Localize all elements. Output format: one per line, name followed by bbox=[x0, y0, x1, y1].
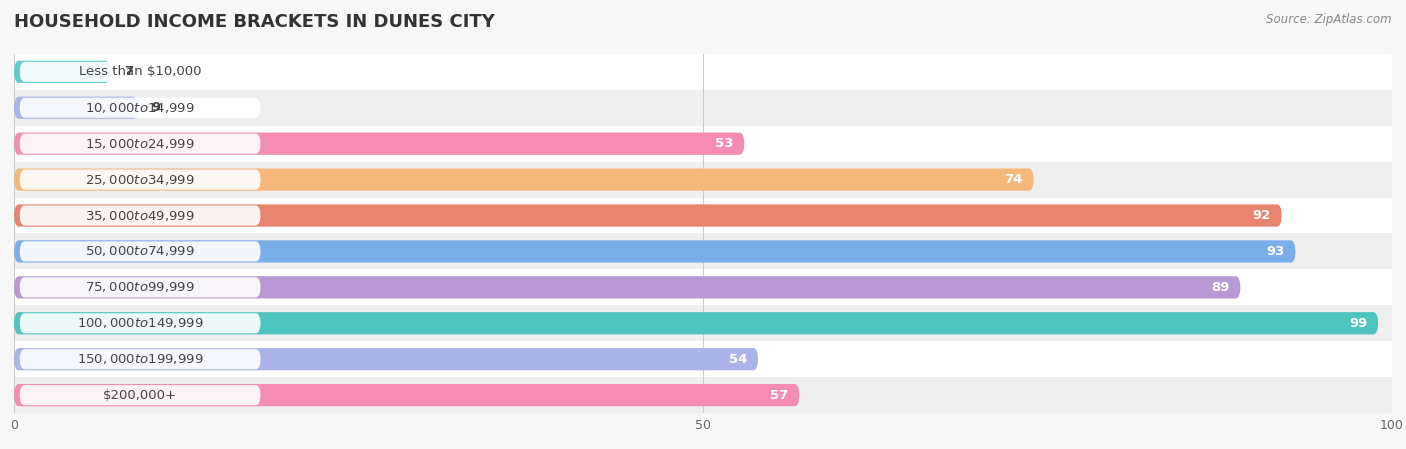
FancyBboxPatch shape bbox=[14, 97, 138, 119]
FancyBboxPatch shape bbox=[20, 134, 260, 154]
Bar bbox=[14, 233, 1392, 269]
FancyBboxPatch shape bbox=[20, 242, 260, 261]
Text: 74: 74 bbox=[1004, 173, 1022, 186]
Text: 54: 54 bbox=[728, 353, 747, 365]
Text: 93: 93 bbox=[1265, 245, 1285, 258]
FancyBboxPatch shape bbox=[14, 132, 744, 155]
FancyBboxPatch shape bbox=[14, 168, 1033, 191]
Text: 89: 89 bbox=[1211, 281, 1229, 294]
FancyBboxPatch shape bbox=[14, 276, 1240, 299]
Text: $15,000 to $24,999: $15,000 to $24,999 bbox=[86, 136, 195, 151]
Bar bbox=[14, 305, 1392, 341]
Bar bbox=[14, 269, 1392, 305]
Bar bbox=[14, 126, 1392, 162]
Text: 99: 99 bbox=[1348, 317, 1367, 330]
Text: 53: 53 bbox=[714, 137, 734, 150]
FancyBboxPatch shape bbox=[20, 349, 260, 369]
FancyBboxPatch shape bbox=[14, 240, 1295, 263]
Text: $35,000 to $49,999: $35,000 to $49,999 bbox=[86, 208, 195, 223]
Text: 57: 57 bbox=[770, 389, 789, 401]
FancyBboxPatch shape bbox=[14, 204, 1282, 227]
FancyBboxPatch shape bbox=[20, 98, 260, 118]
FancyBboxPatch shape bbox=[14, 312, 1378, 335]
Text: $50,000 to $74,999: $50,000 to $74,999 bbox=[86, 244, 195, 259]
Bar bbox=[14, 162, 1392, 198]
Bar bbox=[14, 90, 1392, 126]
Text: Source: ZipAtlas.com: Source: ZipAtlas.com bbox=[1267, 13, 1392, 26]
Text: $75,000 to $99,999: $75,000 to $99,999 bbox=[86, 280, 195, 295]
FancyBboxPatch shape bbox=[20, 385, 260, 405]
Bar bbox=[14, 54, 1392, 90]
FancyBboxPatch shape bbox=[14, 384, 800, 406]
FancyBboxPatch shape bbox=[20, 62, 260, 82]
Text: Less than $10,000: Less than $10,000 bbox=[79, 66, 201, 78]
Text: 7: 7 bbox=[124, 66, 134, 78]
Text: $200,000+: $200,000+ bbox=[103, 389, 177, 401]
FancyBboxPatch shape bbox=[20, 170, 260, 189]
Bar bbox=[14, 377, 1392, 413]
Bar bbox=[14, 341, 1392, 377]
FancyBboxPatch shape bbox=[20, 313, 260, 333]
Text: $100,000 to $149,999: $100,000 to $149,999 bbox=[77, 316, 204, 330]
FancyBboxPatch shape bbox=[20, 277, 260, 297]
FancyBboxPatch shape bbox=[20, 206, 260, 225]
Text: $10,000 to $14,999: $10,000 to $14,999 bbox=[86, 101, 195, 115]
Bar bbox=[14, 198, 1392, 233]
Text: $150,000 to $199,999: $150,000 to $199,999 bbox=[77, 352, 204, 366]
Text: $25,000 to $34,999: $25,000 to $34,999 bbox=[86, 172, 195, 187]
Text: 9: 9 bbox=[152, 101, 160, 114]
FancyBboxPatch shape bbox=[14, 61, 111, 83]
FancyBboxPatch shape bbox=[14, 348, 758, 370]
Text: HOUSEHOLD INCOME BRACKETS IN DUNES CITY: HOUSEHOLD INCOME BRACKETS IN DUNES CITY bbox=[14, 13, 495, 31]
Text: 92: 92 bbox=[1253, 209, 1271, 222]
